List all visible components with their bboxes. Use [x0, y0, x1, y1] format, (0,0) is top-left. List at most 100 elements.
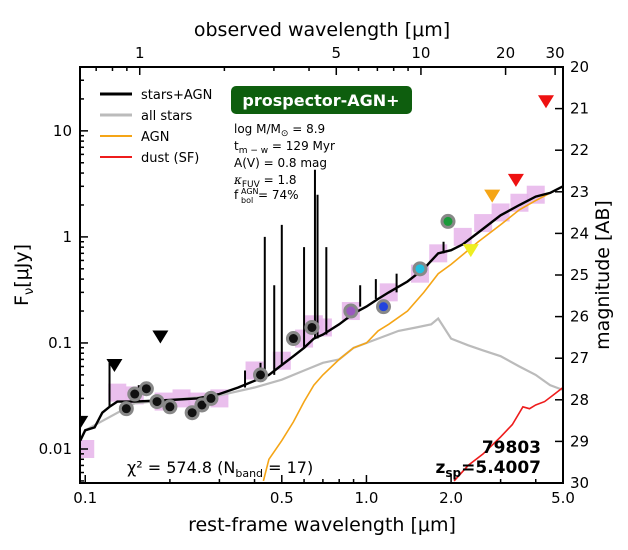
detection-point — [141, 384, 151, 394]
y-tick-label: 0.01 — [39, 440, 72, 458]
detection-point — [206, 393, 216, 403]
detection-point — [346, 306, 356, 316]
param-age-sub: m − w — [239, 146, 268, 156]
param-av-a: A(V) = 0.8 mag — [234, 156, 327, 170]
y-tick-label: 10 — [53, 122, 72, 140]
model-photometry-box — [474, 214, 493, 233]
mag-tick-label: 20 — [570, 58, 589, 76]
chi2-main: χ² = 574.8 (N — [127, 458, 235, 477]
series-line-dust-sf- — [453, 386, 563, 482]
x-tick-label: 5.0 — [551, 489, 575, 507]
y-axis-label: Fν[μJy] — [11, 244, 37, 306]
mag-tick-label: 29 — [570, 432, 589, 450]
param-age-b: = 129 Myr — [268, 139, 335, 153]
chi2-label: χ² = 574.8 (Nband = 17) — [127, 458, 313, 480]
x-axis-label: rest-frame wavelength [μm] — [188, 514, 456, 536]
mag-tick-label: 25 — [570, 266, 589, 284]
mag-tick-label: 26 — [570, 308, 589, 326]
y-axis-right-label: magnitude [AB] — [592, 200, 614, 350]
param-mass-a: log M/M — [234, 122, 281, 136]
right-axis-ticks: 20 21 22 23 24 25 26 27 28 29 30 — [555, 58, 589, 492]
mag-tick-label: 23 — [570, 183, 589, 201]
detection-point — [307, 322, 317, 332]
detection-point — [256, 370, 266, 380]
upper-limit-marker — [80, 415, 89, 429]
model-badge-label: prospector-AGN+ — [242, 91, 399, 110]
param-kappa: κFUV = 1.8 — [233, 173, 297, 190]
parameter-list: log M/M⊙ = 8.9 tm − w = 129 Myr A(V) = 0… — [233, 122, 335, 205]
model-badge-box — [231, 86, 412, 114]
top-tick-label: 1 — [135, 44, 145, 62]
mag-tick-label: 30 — [570, 474, 589, 492]
model-photometry-box — [108, 383, 127, 402]
y-axis-label-main: F — [11, 295, 33, 306]
legend-label-dust: dust (SF) — [141, 151, 199, 166]
top-axis-label: observed wavelength [μm] — [194, 19, 450, 41]
param-mass-b: = 8.9 — [288, 122, 325, 136]
x-tick-label: 2.0 — [439, 489, 463, 507]
upper-limit-marker — [152, 330, 169, 344]
param-fagn-b: = 74% — [258, 188, 299, 202]
left-axis-ticks: 0.01 0.1 1 10 — [39, 66, 88, 482]
detection-point — [165, 402, 175, 412]
upper-limit-marker — [106, 358, 123, 372]
redshift-label: zsp=5.4007 — [436, 458, 542, 480]
detection-point — [443, 216, 453, 226]
detection-point — [288, 334, 298, 344]
param-kappa-b: = 1.8 — [260, 173, 297, 187]
param-age: tm − w = 129 Myr — [234, 139, 335, 156]
mag-tick-label: 22 — [570, 141, 589, 159]
upper-limit-marker — [537, 95, 554, 109]
legend-label-all-stars: all stars — [141, 109, 193, 124]
upper-limit-marker — [507, 173, 524, 187]
chi2-sub: band — [235, 467, 263, 480]
bottom-axis-ticks: 0.1 0.5 1.0 2.0 5.0 — [73, 475, 575, 507]
redshift-value: =5.4007 — [461, 458, 541, 478]
param-fagn-sub: bol — [241, 196, 253, 205]
model-badge: prospector-AGN+ — [231, 86, 412, 114]
param-kappa-sub: FUV — [242, 180, 261, 190]
param-kappa-a: κ — [233, 173, 242, 187]
param-fagn-a: f — [234, 188, 239, 202]
top-tick-label: 10 — [411, 44, 430, 62]
x-tick-label: 1.0 — [355, 489, 379, 507]
param-fagn-sup: AGN — [241, 187, 259, 196]
redshift-z: z — [436, 458, 446, 478]
top-tick-label: 30 — [546, 44, 565, 62]
mag-tick-label: 27 — [570, 349, 589, 367]
param-av: A(V) = 0.8 mag — [234, 156, 327, 170]
param-mass-sub: ⊙ — [281, 129, 289, 139]
param-mass: log M/M⊙ = 8.9 — [234, 122, 325, 139]
top-tick-label: 20 — [496, 44, 515, 62]
mag-tick-label: 28 — [570, 391, 589, 409]
y-tick-label: 0.1 — [48, 334, 72, 352]
upper-limit-marker — [462, 244, 479, 258]
detection-point — [130, 389, 140, 399]
y-tick-label: 1 — [62, 228, 72, 246]
top-axis-ticks: 1 5 10 20 30 — [95, 44, 565, 75]
y-axis-label-sub: ν — [22, 288, 37, 295]
detection-point — [197, 400, 207, 410]
top-tick-label: 5 — [332, 44, 342, 62]
legend-label-stars-agn: stars+AGN — [141, 88, 212, 103]
detection-point — [379, 302, 389, 312]
x-tick-label: 0.5 — [270, 489, 294, 507]
series-line-all-stars — [84, 316, 563, 432]
y-axis-label-unit: [μJy] — [11, 244, 33, 288]
mag-tick-label: 24 — [570, 224, 589, 242]
legend-label-agn: AGN — [141, 130, 169, 145]
chi2-tail: = 17) — [263, 458, 313, 477]
x-tick-label: 0.1 — [73, 489, 97, 507]
param-age-a: t — [234, 139, 239, 153]
legend: stars+AGN all stars AGN dust (SF) — [100, 88, 212, 166]
param-fagn: f — [234, 188, 239, 202]
series-line-agn — [262, 185, 563, 482]
plot-area — [80, 95, 563, 482]
detection-point — [152, 397, 162, 407]
mag-tick-label: 21 — [570, 100, 589, 118]
upper-limit-marker — [484, 189, 501, 203]
detection-point — [121, 404, 131, 414]
detection-point — [187, 408, 197, 418]
model-photometry-box — [491, 203, 510, 222]
